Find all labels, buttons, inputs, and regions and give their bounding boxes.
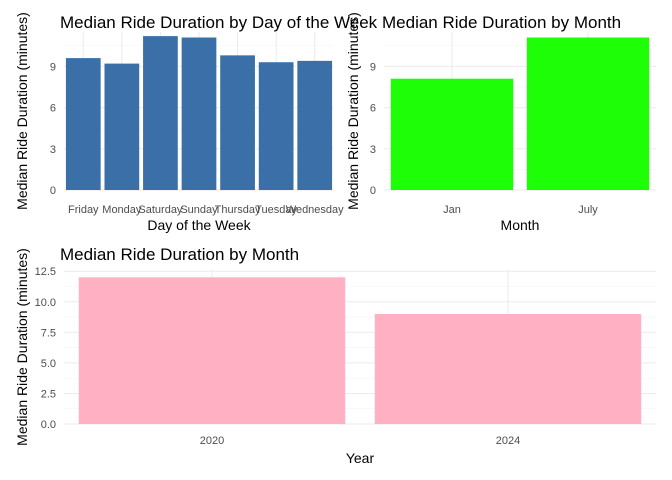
bar-2024 [374, 314, 642, 424]
y-tick-label: 10.0 [35, 297, 56, 309]
y-tick-label: 9 [370, 61, 376, 73]
x-tick-label: Monday [102, 204, 142, 216]
bar-thursday [220, 55, 255, 190]
x-tick-label: Wednesday [286, 204, 344, 216]
y-axis-title: Median Ride Duration (minutes) [14, 12, 30, 210]
y-axis-title: Median Ride Duration (minutes) [345, 12, 361, 210]
day-of-week-chart: 0 3 6 9 Friday MondaySaturdaySundayThursdayTu… [14, 12, 378, 233]
bar-monday [104, 63, 140, 190]
y-tick-label: 5.0 [41, 358, 56, 370]
bars [78, 277, 642, 424]
bar-saturday [143, 36, 178, 191]
y-tick-label: 0.0 [41, 419, 56, 431]
chart-title: Median Ride Duration by Month [382, 13, 621, 32]
y-tick-label: 6 [50, 103, 56, 115]
y-tick-label: 6 [370, 103, 376, 115]
bar-wednesday [297, 60, 333, 190]
bar-friday [65, 58, 101, 191]
bars [390, 37, 650, 190]
y-tick-label: 3 [50, 144, 56, 156]
bar-jan [390, 78, 514, 190]
x-axis-title: Month [501, 217, 540, 233]
y-tick-label: 2.5 [41, 388, 56, 400]
chart-title: Median Ride Duration by Month [60, 245, 299, 264]
chart-title: Median Ride Duration by Day of the Week [60, 13, 378, 32]
bar-2020 [78, 277, 346, 424]
y-tick-label: 9 [50, 61, 56, 73]
y-tick-label: 0 [370, 185, 376, 197]
x-tick-label: Sunday [180, 204, 218, 216]
bar-sunday [181, 37, 217, 190]
bar-tuesday [258, 62, 294, 190]
x-axis-title: Day of the Week [147, 217, 251, 233]
x-tick-label: Tuesday [255, 204, 297, 216]
x-axis-title: Year [346, 450, 375, 466]
x-tick-label: 2024 [496, 435, 520, 447]
year-chart: 0.0 2.5 5.0 7.5 10.0 12.5 2020 2024 Year Median R… [14, 245, 656, 466]
x-tick-label: Thursday [215, 204, 261, 216]
month-chart: 0 3 6 9 Jan July Month Median Ride Duration (mi… [345, 12, 656, 233]
y-tick-label: 7.5 [41, 327, 56, 339]
x-tick-label: 2020 [200, 435, 224, 447]
y-tick-label: 12.5 [35, 266, 56, 278]
bars [65, 36, 333, 191]
x-tick-label: Friday [68, 204, 99, 216]
y-axis-title: Median Ride Duration (minutes) [14, 248, 30, 446]
y-tick-label: 0 [50, 185, 56, 197]
bar-july [526, 37, 650, 190]
x-tick-label: July [578, 204, 598, 216]
x-tick-label: Jan [443, 204, 461, 216]
y-tick-label: 3 [370, 144, 376, 156]
x-tick-label: Saturday [138, 204, 183, 216]
